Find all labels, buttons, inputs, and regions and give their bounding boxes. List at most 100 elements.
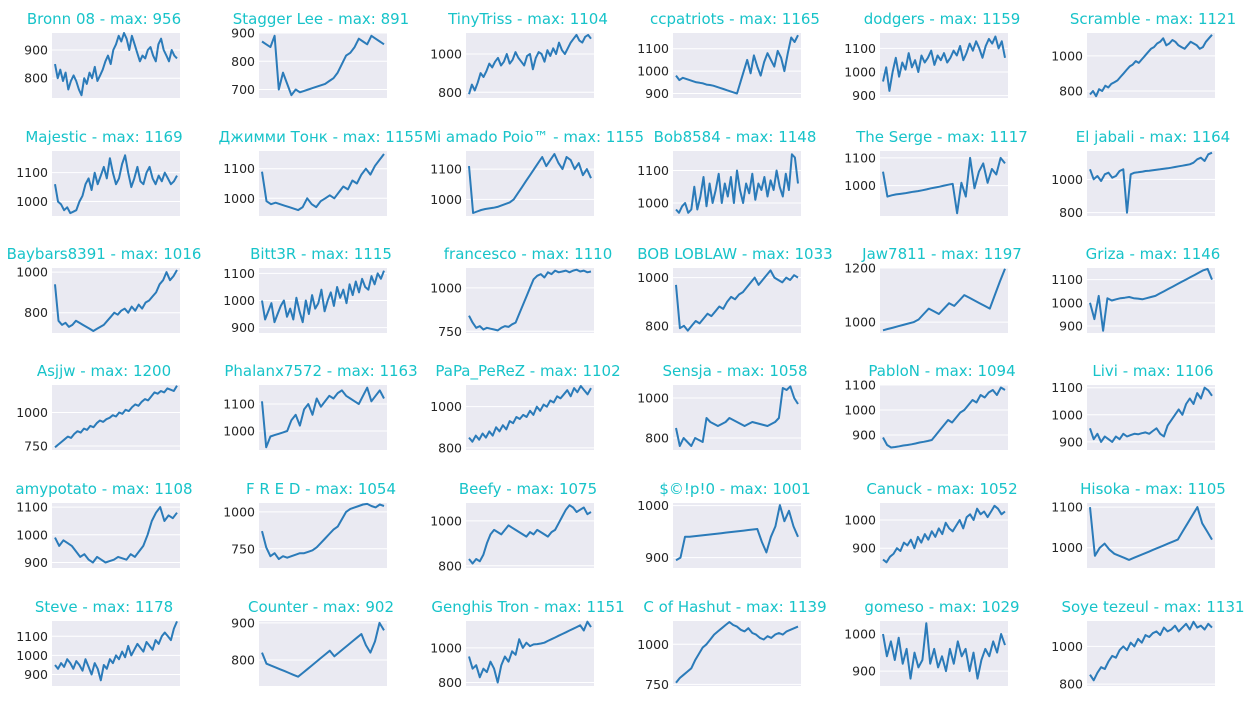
y-tick-label: 1000: [223, 293, 255, 308]
y-tick-label: 1000: [16, 527, 48, 542]
chart-title: $©!p!0 - max: 1001: [659, 480, 811, 498]
chart-panel: Stagger Lee - max: 891 700 800 900: [217, 0, 425, 116]
chart-panel: Soye tezeul - max: 1131 800 1000: [1045, 588, 1249, 704]
y-tick-label: 1000: [637, 498, 669, 513]
y-tick-label: 1100: [16, 500, 48, 515]
chart-panel: ccpatriots - max: 1165 900 1000 1100: [631, 0, 839, 116]
chart-panel: Beefy - max: 1075 800 1000: [424, 470, 632, 586]
series-line: [882, 35, 1006, 92]
y-tick-label: 1100: [637, 163, 669, 178]
series-line: [261, 386, 385, 449]
chart-panel: Steve - max: 1178 900 1000 1100: [10, 588, 218, 704]
y-tick-label: 800: [24, 305, 48, 320]
chart-panel: Джимми Тонк - max: 1155 1000 1100: [217, 118, 425, 234]
chart-title: Steve - max: 1178: [34, 598, 174, 616]
y-tick-label: 800: [438, 85, 462, 100]
chart-svg: 750 1000: [637, 621, 801, 692]
chart-svg: 900 1000 1100: [16, 621, 180, 686]
plot-area: [1087, 503, 1215, 568]
chart-title: Phalanx7572 - max: 1163: [224, 362, 418, 380]
series-line: [468, 504, 592, 565]
plot-area: [466, 151, 594, 216]
chart-svg: 800 1000: [430, 385, 594, 455]
y-tick-label: 1000: [1051, 639, 1083, 654]
y-tick-label: 750: [645, 677, 669, 692]
y-tick-label: 1100: [223, 266, 255, 281]
chart-svg: 900 1000: [844, 621, 1008, 686]
series-line: [468, 33, 592, 95]
chart-svg: 1000 1100: [16, 151, 180, 216]
series-line: [468, 153, 592, 214]
chart-panel: Bitt3R - max: 1115 900 1000 1100: [217, 235, 425, 351]
chart-svg: 900 1000 1100: [1051, 380, 1215, 450]
y-tick-label: 800: [438, 675, 462, 690]
chart-svg: 800 1000: [637, 268, 801, 333]
plot-area: [259, 621, 387, 686]
chart-title: The Serge - max: 1117: [856, 128, 1028, 146]
y-tick-label: 750: [24, 438, 48, 453]
series-line: [675, 385, 799, 447]
chart-panel: Jaw7811 - max: 1197 1000 1200: [838, 235, 1046, 351]
chart-panel: El jabali - max: 1164 800 1000: [1045, 118, 1249, 234]
y-tick-label: 1100: [223, 396, 255, 411]
chart-panel: Scramble - max: 1121 800 1000: [1045, 0, 1249, 116]
y-tick-label: 1000: [637, 391, 669, 406]
chart-panel: Mi amado Poio™ - max: 1155 1000 1100: [424, 118, 644, 234]
chart-svg: 800 1000: [1051, 151, 1215, 220]
series-line: [54, 154, 178, 215]
chart-panel: TinyTriss - max: 1104 800 1000: [424, 0, 632, 116]
chart-panel: $©!p!0 - max: 1001 900 1000: [631, 470, 839, 586]
chart-panel: gomeso - max: 1029 900 1000: [838, 588, 1046, 704]
y-tick-label: 1000: [223, 191, 255, 206]
plot-area: [880, 33, 1008, 98]
plot-area: [52, 268, 180, 333]
y-tick-label: 1000: [430, 192, 462, 207]
y-tick-label: 1000: [223, 424, 255, 439]
y-tick-label: 1000: [844, 403, 876, 418]
series-line: [1089, 620, 1213, 682]
y-tick-label: 800: [1059, 677, 1083, 692]
chart-title: C of Hashut - max: 1139: [643, 598, 827, 616]
series-line: [882, 504, 1006, 564]
series-line: [1089, 151, 1213, 214]
y-tick-label: 800: [438, 558, 462, 573]
series-line: [54, 269, 178, 332]
plot-area: [259, 151, 387, 216]
y-tick-label: 1000: [16, 194, 48, 209]
y-tick-label: 1000: [1051, 540, 1083, 555]
y-tick-label: 1100: [844, 150, 876, 165]
chart-panel: francesco - max: 1110 750 1000: [424, 235, 632, 351]
y-tick-label: 800: [231, 54, 255, 69]
plot-area: [1087, 621, 1215, 686]
series-line: [468, 268, 592, 332]
y-tick-label: 900: [24, 667, 48, 682]
chart-panel: PabloN - max: 1094 900 1000 1100: [838, 352, 1046, 468]
chart-title: Jaw7811 - max: 1197: [862, 245, 1022, 263]
plot-area: [466, 385, 594, 450]
series-line: [675, 34, 799, 95]
y-tick-label: 900: [24, 555, 48, 570]
chart-title: Scramble - max: 1121: [1069, 10, 1237, 28]
chart-panel: Hisoka - max: 1105 1000 1100: [1045, 470, 1249, 586]
y-tick-label: 1100: [1051, 272, 1083, 287]
series-line: [882, 156, 1006, 215]
y-tick-label: 1000: [223, 504, 255, 519]
plot-area: [880, 385, 1008, 450]
chart-title: Beefy - max: 1075: [458, 480, 598, 498]
plot-area: [466, 268, 594, 333]
chart-title: PabloN - max: 1094: [868, 362, 1016, 380]
y-tick-label: 800: [231, 653, 255, 668]
y-tick-label: 900: [852, 428, 876, 443]
chart-svg: 800 1000: [1051, 620, 1215, 692]
series-line: [882, 622, 1006, 680]
chart-title: Genghis Tron - max: 1151: [431, 598, 625, 616]
y-tick-label: 900: [852, 88, 876, 103]
series-line: [261, 621, 385, 678]
y-tick-label: 1000: [1051, 172, 1083, 187]
plot-area: [259, 385, 387, 450]
chart-svg: 1000 1100: [223, 151, 387, 216]
chart-title: Hisoka - max: 1105: [1080, 480, 1226, 498]
chart-panel: Asjjw - max: 1200 750 1000: [10, 352, 218, 468]
chart-svg: 750 1000: [430, 268, 594, 339]
